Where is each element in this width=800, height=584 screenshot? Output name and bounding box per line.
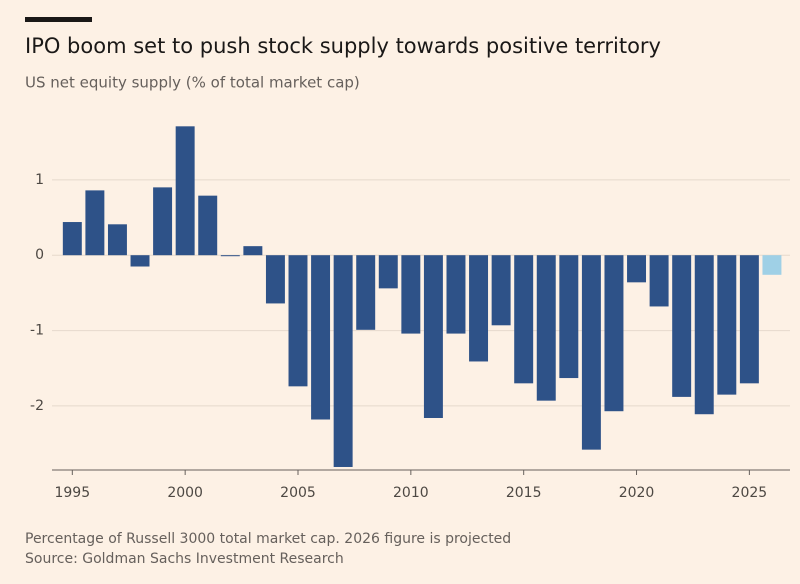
chart-title: IPO boom set to push stock supply toward… bbox=[25, 34, 661, 58]
bar bbox=[446, 255, 466, 334]
bar bbox=[514, 255, 534, 384]
bar bbox=[288, 255, 308, 387]
bar bbox=[672, 255, 692, 397]
bar bbox=[153, 187, 173, 256]
bar bbox=[401, 255, 421, 334]
bar bbox=[469, 255, 489, 362]
bar bbox=[604, 255, 624, 412]
chart-subtitle: US net equity supply (% of total market … bbox=[25, 74, 360, 92]
bar bbox=[107, 224, 127, 256]
bar bbox=[175, 126, 195, 256]
bar bbox=[265, 255, 285, 304]
y-tick-label: -1 bbox=[30, 323, 44, 339]
bar bbox=[762, 255, 782, 275]
bar bbox=[717, 255, 737, 395]
x-tick-label: 2020 bbox=[619, 485, 655, 501]
x-tick-label: 2025 bbox=[732, 485, 768, 501]
bar bbox=[491, 255, 511, 326]
x-tick-label: 2010 bbox=[393, 485, 429, 501]
bar bbox=[649, 255, 669, 307]
footnote: Percentage of Russell 3000 total market … bbox=[25, 531, 511, 547]
bar bbox=[423, 255, 443, 418]
bar bbox=[85, 190, 105, 256]
x-tick-label: 2000 bbox=[167, 485, 203, 501]
bar bbox=[130, 255, 150, 267]
bar bbox=[739, 255, 759, 384]
bar bbox=[243, 246, 263, 256]
bar bbox=[311, 255, 331, 420]
bar bbox=[627, 255, 647, 283]
bar bbox=[198, 195, 218, 256]
bar bbox=[62, 222, 82, 256]
x-tick-label: 2015 bbox=[506, 485, 542, 501]
y-tick-label: 0 bbox=[35, 247, 44, 263]
bar bbox=[333, 255, 353, 467]
x-tick-label: 2005 bbox=[280, 485, 316, 501]
x-tick-label: 1995 bbox=[54, 485, 90, 501]
accent-bar bbox=[25, 17, 92, 22]
source: Source: Goldman Sachs Investment Researc… bbox=[25, 551, 344, 567]
bar bbox=[220, 255, 240, 257]
bar bbox=[378, 255, 398, 289]
bar bbox=[581, 255, 601, 450]
y-tick-label: -2 bbox=[30, 398, 44, 414]
y-tick-label: 1 bbox=[35, 172, 44, 188]
bar bbox=[356, 255, 376, 330]
bar bbox=[694, 255, 714, 415]
bar bbox=[559, 255, 579, 379]
bar bbox=[536, 255, 556, 401]
